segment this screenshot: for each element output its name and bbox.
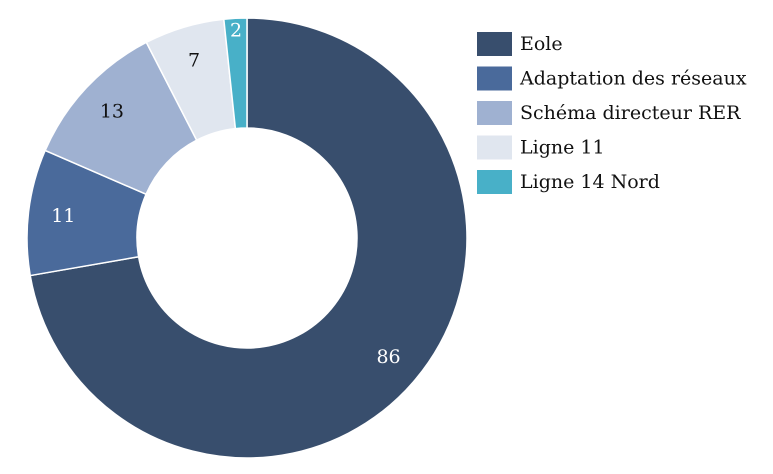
legend-label-ligne-14-nord: Ligne 14 Nord [520, 171, 660, 193]
legend-label-adaptation-des-reseaux: Adaptation des réseaux [519, 68, 747, 90]
legend-label-eole: Eole [520, 33, 563, 55]
legend-label-schema-directeur-rer: Schéma directeur RER [520, 102, 741, 124]
slice-label-ligne-11: 7 [188, 50, 200, 72]
slice-label-adaptation-des-reseaux: 11 [51, 205, 75, 227]
slice-label-schema-directeur-rer: 13 [100, 101, 124, 123]
legend-item-eole: Eole [477, 32, 563, 56]
slice-value-labels: 86 11 13 7 2 [51, 19, 400, 368]
legend-item-adaptation-des-reseaux: Adaptation des réseaux [477, 66, 747, 91]
legend-swatch-ligne-14-nord [477, 170, 512, 194]
slice-label-ligne-14-nord: 2 [230, 19, 242, 41]
legend-swatch-adaptation-des-reseaux [477, 66, 512, 91]
legend-item-ligne-14-nord: Ligne 14 Nord [477, 170, 660, 194]
legend-label-ligne-11: Ligne 11 [520, 137, 605, 159]
slice-eole [29, 17, 468, 459]
legend-item-ligne-11: Ligne 11 [477, 135, 605, 160]
chart-legend: Eole Adaptation des réseaux Schéma directe… [477, 32, 747, 194]
legend-swatch-ligne-11 [477, 135, 512, 160]
slice-label-eole: 86 [376, 346, 400, 368]
legend-item-schema-directeur-rer: Schéma directeur RER [477, 101, 741, 125]
donut-slices [26, 17, 468, 459]
legend-swatch-schema-directeur-rer [477, 101, 512, 125]
legend-swatch-eole [477, 32, 512, 56]
slice-ligne-14-nord [222, 17, 248, 130]
